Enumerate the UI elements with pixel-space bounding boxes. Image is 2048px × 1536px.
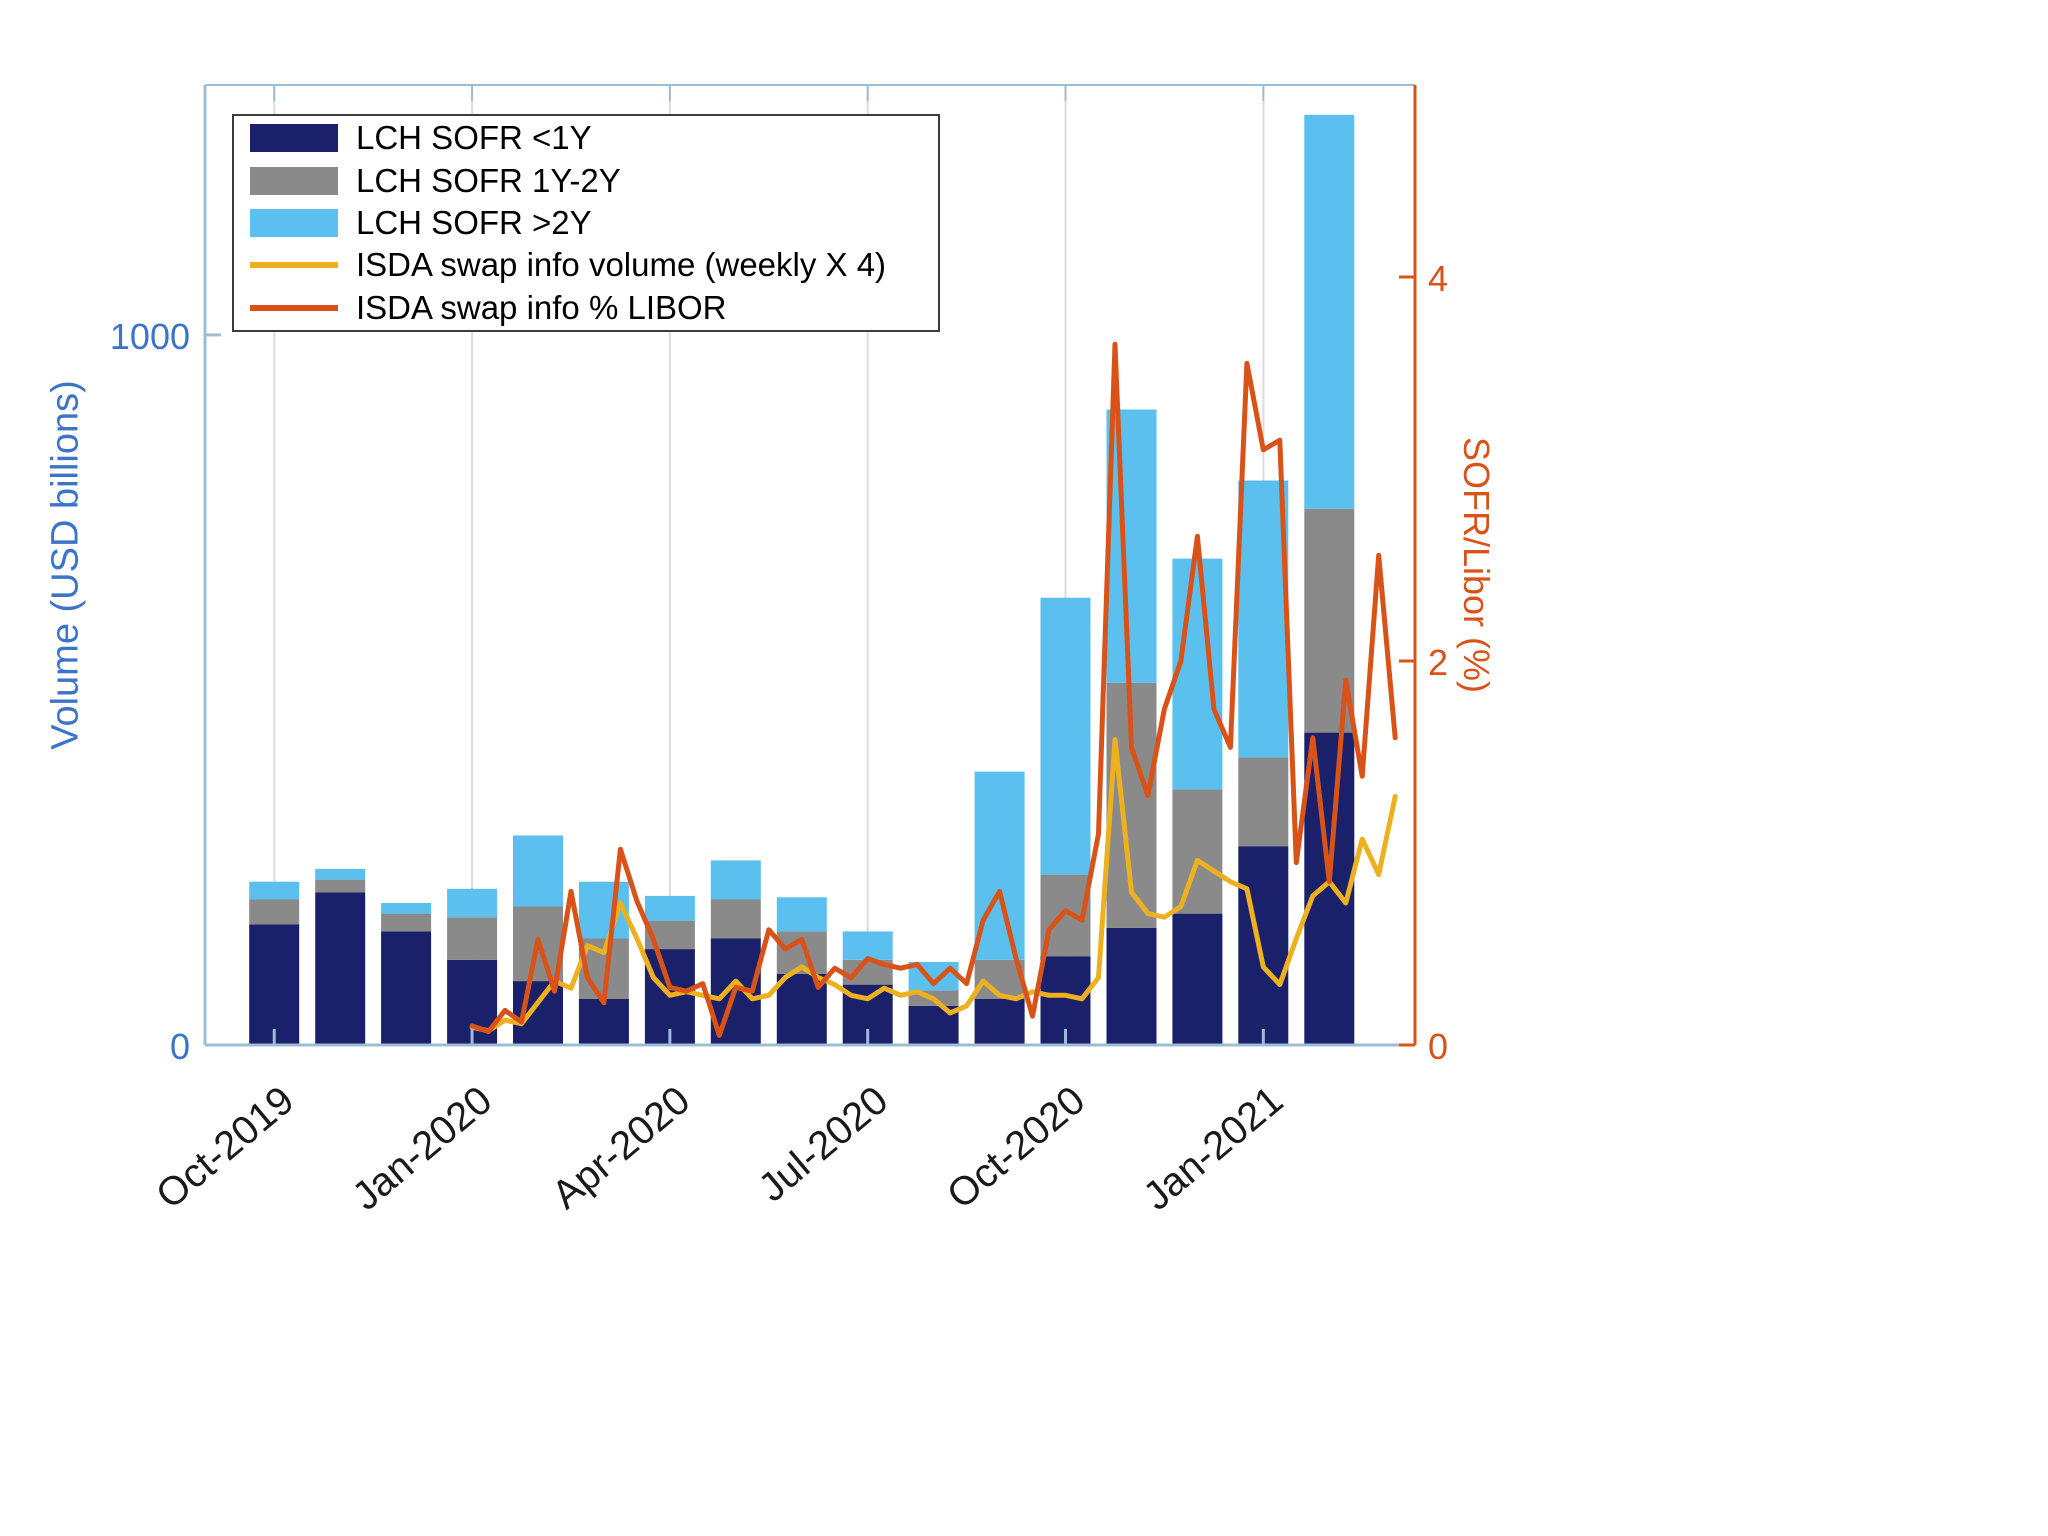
legend-swatch-orange-line [250,304,338,311]
legend-item: ISDA swap info % LIBOR [250,288,938,328]
left-tick-label: 1000 [109,316,190,357]
legend-item: LCH SOFR <1Y [250,118,938,158]
legend: LCH SOFR <1Y LCH SOFR 1Y-2Y LCH SOFR >2Y… [232,114,940,332]
legend-item: ISDA swap info volume (weekly X 4) [250,245,938,285]
legend-label: LCH SOFR 1Y-2Y [356,161,621,199]
right-tick-label: 4 [1428,258,1449,299]
legend-item: LCH SOFR >2Y [250,203,938,243]
right-tick-label: 0 [1428,1026,1449,1067]
left-axis-title: Volume (USD billions) [44,380,87,750]
legend-swatch-yellow-line [250,262,338,269]
legend-swatch-lightblue [250,208,338,237]
legend-swatch-navy [250,124,338,153]
left-tick-label: 0 [169,1026,190,1067]
legend-label: LCH SOFR <1Y [356,119,592,157]
legend-label: ISDA swap info volume (weekly X 4) [356,246,887,284]
legend-label: ISDA swap info % LIBOR [356,288,727,326]
legend-item: LCH SOFR 1Y-2Y [250,161,938,201]
legend-swatch-gray [250,166,338,195]
right-axis-title: SOFR/Libor (%) [1456,436,1497,694]
right-tick-label: 2 [1428,642,1449,683]
legend-label: LCH SOFR >2Y [356,203,592,241]
